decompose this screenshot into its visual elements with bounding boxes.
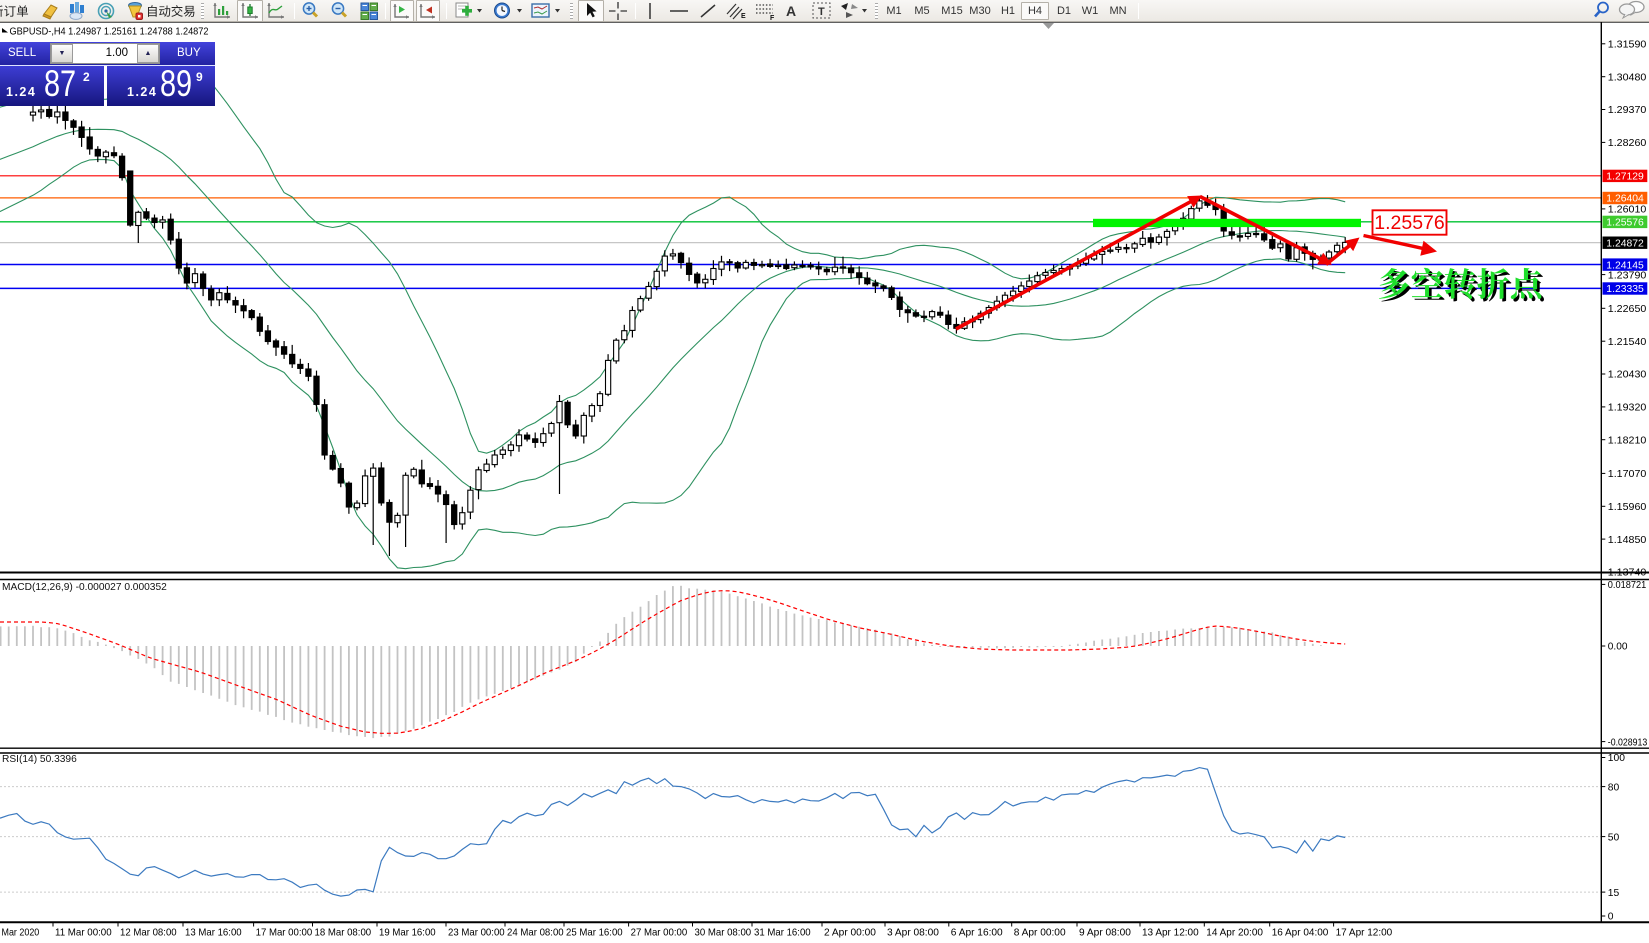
svg-text:-0.028913: -0.028913 bbox=[1608, 737, 1648, 748]
svg-text:1.26404: 1.26404 bbox=[1606, 193, 1644, 205]
svg-text:E: E bbox=[741, 13, 746, 20]
svg-text:GBPUSD-,H4 1.24987 1.25161 1.: GBPUSD-,H4 1.24987 1.25161 1.24788 1.248… bbox=[10, 26, 209, 37]
svg-text:1.21540: 1.21540 bbox=[1608, 337, 1647, 348]
svg-text:27 Mar 00:00: 27 Mar 00:00 bbox=[631, 928, 688, 939]
svg-text:1.20430: 1.20430 bbox=[1608, 370, 1647, 381]
svg-text:0.00: 0.00 bbox=[1608, 642, 1628, 653]
svg-text:1.23335: 1.23335 bbox=[1606, 283, 1644, 295]
svg-text:T: T bbox=[818, 6, 825, 18]
svg-text:1.24872: 1.24872 bbox=[1606, 237, 1644, 249]
svg-text:14 Apr 20:00: 14 Apr 20:00 bbox=[1206, 928, 1263, 939]
svg-text:50: 50 bbox=[1608, 832, 1620, 843]
svg-text:1.22650: 1.22650 bbox=[1608, 304, 1647, 315]
svg-text:1.30480: 1.30480 bbox=[1608, 72, 1647, 83]
svg-text:1.23790: 1.23790 bbox=[1608, 270, 1647, 281]
svg-text:16 Apr 04:00: 16 Apr 04:00 bbox=[1272, 928, 1329, 939]
svg-text:15: 15 bbox=[1608, 888, 1620, 899]
svg-text:1.15960: 1.15960 bbox=[1608, 502, 1647, 513]
svg-text:F: F bbox=[770, 15, 775, 22]
svg-text:100: 100 bbox=[1608, 753, 1625, 764]
svg-text:12 Mar 08:00: 12 Mar 08:00 bbox=[120, 928, 177, 939]
svg-text:1.31590: 1.31590 bbox=[1608, 40, 1647, 51]
svg-text:31 Mar 16:00: 31 Mar 16:00 bbox=[754, 928, 811, 939]
svg-text:1.17070: 1.17070 bbox=[1608, 469, 1647, 480]
svg-text:0: 0 bbox=[1608, 912, 1614, 923]
svg-text:6 Apr 16:00: 6 Apr 16:00 bbox=[951, 928, 1003, 939]
svg-text:80: 80 bbox=[1608, 782, 1620, 793]
svg-text:23 Mar 00:00: 23 Mar 00:00 bbox=[448, 928, 505, 939]
svg-text:17 Mar 00:00: 17 Mar 00:00 bbox=[256, 928, 313, 939]
svg-text:1.18210: 1.18210 bbox=[1608, 435, 1647, 446]
svg-text:1.27129: 1.27129 bbox=[1606, 171, 1644, 183]
svg-text:19 Mar 16:00: 19 Mar 16:00 bbox=[379, 928, 436, 939]
svg-text:RSI(14) 50.3396: RSI(14) 50.3396 bbox=[2, 754, 77, 765]
svg-text:8 Apr 00:00: 8 Apr 00:00 bbox=[1014, 928, 1066, 939]
svg-text:1.28260: 1.28260 bbox=[1608, 138, 1647, 149]
svg-text:1.29370: 1.29370 bbox=[1608, 105, 1647, 116]
svg-text:13 Apr 12:00: 13 Apr 12:00 bbox=[1142, 928, 1199, 939]
svg-text:3 Apr 08:00: 3 Apr 08:00 bbox=[887, 928, 939, 939]
svg-text:Mar 2020: Mar 2020 bbox=[2, 928, 40, 939]
svg-text:2 Apr 00:00: 2 Apr 00:00 bbox=[824, 928, 876, 939]
svg-text:MACD(12,26,9) -0.000027 0.0003: MACD(12,26,9) -0.000027 0.000352 bbox=[2, 582, 167, 593]
svg-text:1.25576: 1.25576 bbox=[1606, 217, 1644, 229]
svg-text:17 Apr 12:00: 17 Apr 12:00 bbox=[1336, 928, 1393, 939]
svg-text:18 Mar 08:00: 18 Mar 08:00 bbox=[315, 928, 372, 939]
svg-text:1.25576: 1.25576 bbox=[1374, 212, 1445, 234]
svg-text:1.19320: 1.19320 bbox=[1608, 403, 1647, 414]
svg-text:24 Mar 08:00: 24 Mar 08:00 bbox=[507, 928, 564, 939]
svg-text:1.26010: 1.26010 bbox=[1608, 205, 1647, 216]
svg-text:1.13740: 1.13740 bbox=[1608, 568, 1647, 579]
svg-text:30 Mar 08:00: 30 Mar 08:00 bbox=[695, 928, 752, 939]
svg-text:0.018721: 0.018721 bbox=[1608, 580, 1647, 591]
svg-text:9 Apr 08:00: 9 Apr 08:00 bbox=[1079, 928, 1131, 939]
svg-text:25 Mar 16:00: 25 Mar 16:00 bbox=[566, 928, 623, 939]
svg-text:1.24145: 1.24145 bbox=[1606, 259, 1644, 271]
svg-text:11 Mar 00:00: 11 Mar 00:00 bbox=[55, 928, 112, 939]
svg-text:1.14850: 1.14850 bbox=[1608, 535, 1647, 546]
svg-text:13 Mar 16:00: 13 Mar 16:00 bbox=[185, 928, 242, 939]
